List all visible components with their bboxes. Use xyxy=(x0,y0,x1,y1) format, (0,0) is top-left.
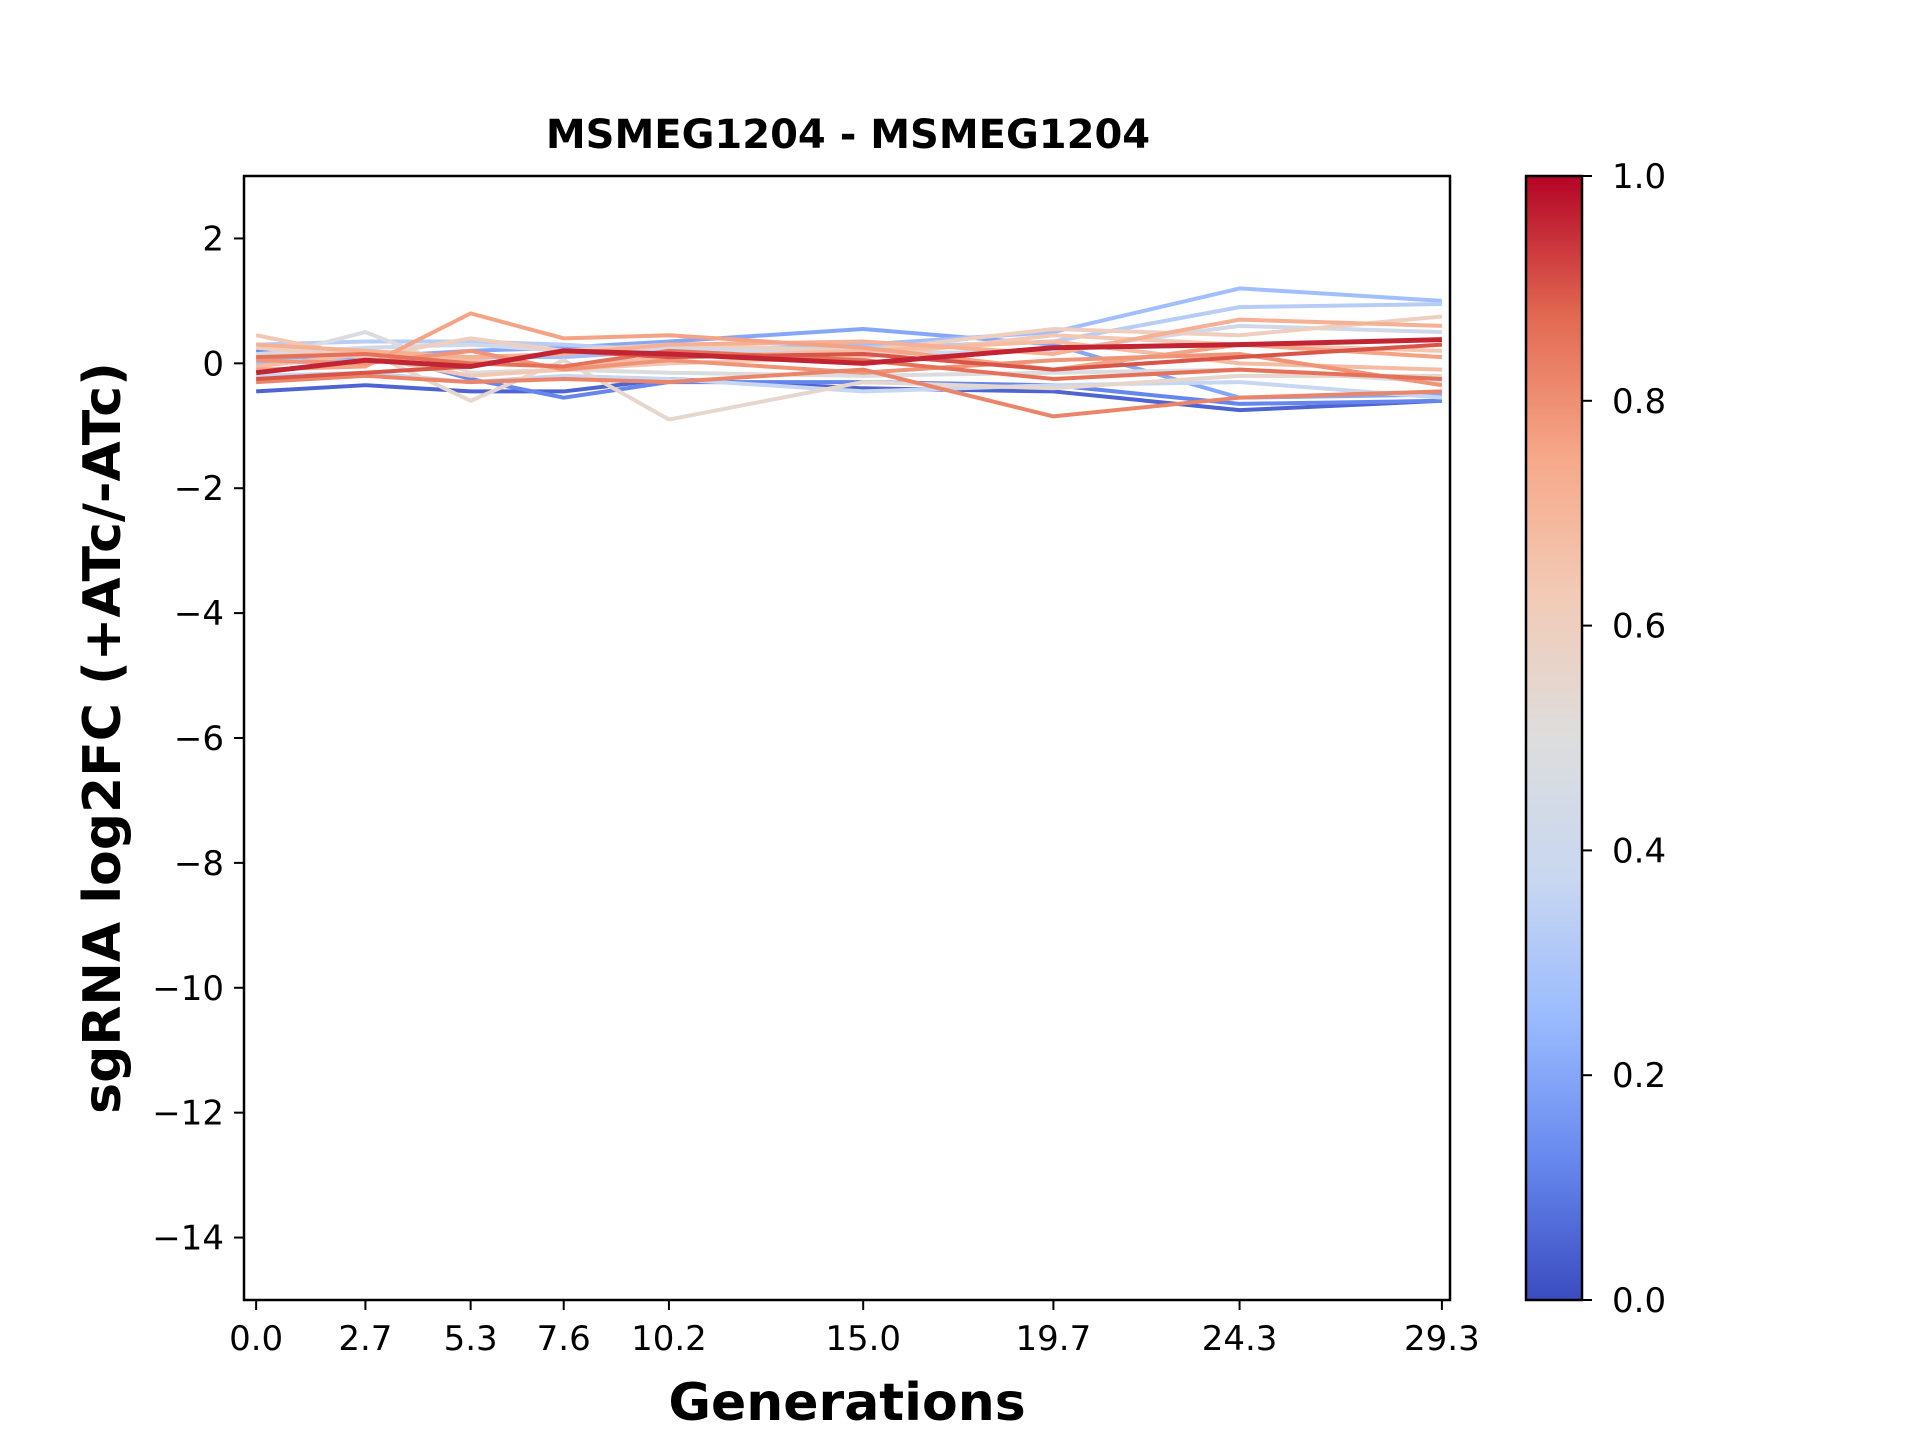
colorbar-axis: 0.0 0.2 0.4 0.6 0.8 1.0 xyxy=(1582,157,1666,1321)
series-line xyxy=(256,348,1442,381)
series-line xyxy=(256,311,1443,372)
colorbar xyxy=(1524,174,1584,1302)
y-axis: 2 0 −2 −4 −6 −8 −10 −12 −14 xyxy=(152,219,244,1259)
y-tick-label: 0 xyxy=(202,344,224,384)
series-line xyxy=(255,330,1443,385)
series-line xyxy=(256,367,1442,419)
colorbar-tick-label: 0.4 xyxy=(1612,831,1666,871)
x-tick-label: 2.7 xyxy=(338,1319,392,1359)
colorbar-tick-label: 0.2 xyxy=(1612,1056,1666,1096)
colorbar-tick-label: 0.6 xyxy=(1612,607,1666,647)
x-tick-label: 5.3 xyxy=(444,1319,498,1359)
series-line xyxy=(255,337,1442,376)
x-tick-label: 10.2 xyxy=(631,1319,707,1359)
x-tick-label: 7.6 xyxy=(537,1319,591,1359)
colorbar-tick-label: 1.0 xyxy=(1612,157,1666,197)
y-tick-label: 2 xyxy=(202,219,224,259)
x-tick-label: 0.0 xyxy=(229,1319,283,1359)
x-axis: 0.0 2.7 5.3 7.6 10.2 15.0 19.7 24.3 29.3 xyxy=(229,1300,1480,1359)
colorbar-tick-label: 0.8 xyxy=(1612,382,1666,422)
series-line xyxy=(256,317,1442,360)
y-tick-label: −6 xyxy=(174,719,224,759)
x-axis-label: Generations xyxy=(668,1373,1025,1433)
y-tick-label: −10 xyxy=(152,969,224,1009)
y-axis-label: sgRNA log2FC (+ATc/-ATc) xyxy=(73,362,133,1114)
chart-title: MSMEG1204 - MSMEG1204 xyxy=(546,112,1150,158)
series-line xyxy=(256,342,1443,381)
colorbar-tick-label: 0.0 xyxy=(1612,1281,1666,1321)
series-line xyxy=(256,348,1442,422)
x-tick-label: 15.0 xyxy=(825,1319,901,1359)
series-line xyxy=(256,370,1443,400)
y-tick-label: −14 xyxy=(152,1219,224,1259)
y-tick-label: −8 xyxy=(174,844,224,884)
y-tick-label: −2 xyxy=(174,469,224,509)
series-layer xyxy=(255,286,1443,422)
x-tick-label: 29.3 xyxy=(1404,1319,1480,1359)
x-tick-label: 19.7 xyxy=(1016,1319,1092,1359)
series-line xyxy=(256,348,1443,388)
y-tick-label: −4 xyxy=(174,594,224,634)
x-tick-label: 24.3 xyxy=(1202,1319,1278,1359)
y-tick-label: −12 xyxy=(152,1094,224,1134)
